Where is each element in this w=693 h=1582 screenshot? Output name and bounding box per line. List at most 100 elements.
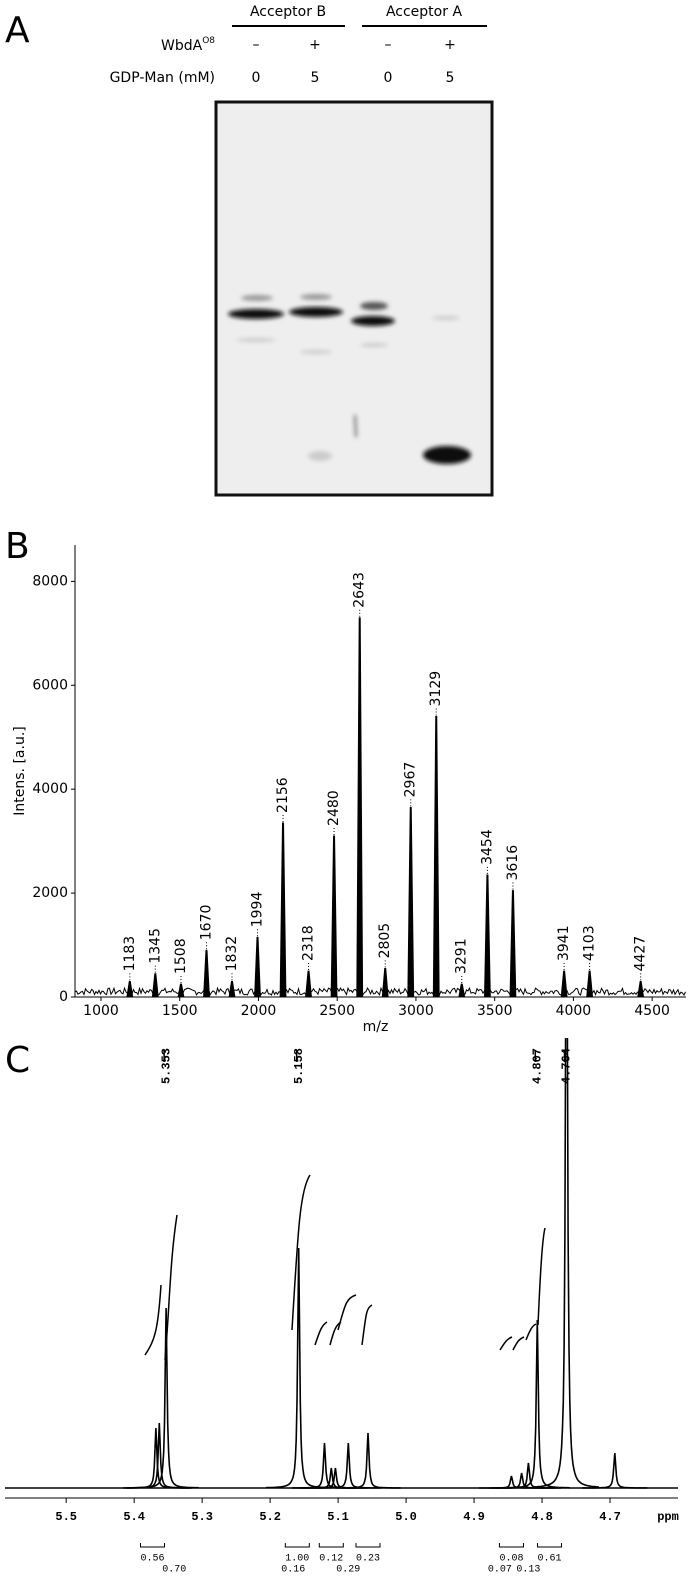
integral-value: 0.70 — [162, 1565, 186, 1576]
y-tick-label: 0 — [59, 989, 68, 1005]
y-tick-label: 6000 — [32, 677, 68, 693]
peak — [533, 1038, 600, 1488]
integral-curves — [144, 1174, 546, 1361]
peak — [637, 981, 645, 998]
x-tick-label: 1500 — [162, 1003, 198, 1019]
peak-label: 2967 — [403, 762, 419, 798]
lane-substrate: 0 — [252, 70, 261, 86]
peak — [586, 970, 594, 998]
y-tick-label: 8000 — [32, 573, 68, 589]
peak-label: 3129 — [428, 671, 444, 707]
integral-value: 0.12 — [319, 1554, 343, 1565]
y-axis-label: Intens. [a.u.] — [12, 726, 28, 815]
spectrum — [5, 1038, 678, 1489]
peak-label: 4427 — [633, 936, 649, 972]
lane-enzyme: – — [253, 37, 260, 53]
integral-bracket — [537, 1543, 563, 1548]
integral-bracket — [318, 1543, 344, 1548]
peak-label: 2480 — [326, 790, 342, 826]
peak — [279, 822, 287, 998]
lane-substrate: 5 — [446, 70, 455, 86]
x-tick-label: 3500 — [477, 1003, 513, 1019]
panel-label: C — [5, 1040, 30, 1081]
peak-label: 1832 — [224, 936, 240, 972]
row-label: GDP-Man (mM) — [110, 70, 215, 86]
peak-label: 2156 — [275, 777, 291, 813]
peak — [126, 981, 134, 998]
group-label: Acceptor A — [386, 4, 462, 20]
peak-label: 3454 — [479, 829, 495, 865]
x-tick-label: 2000 — [241, 1003, 277, 1019]
integral-bracket — [140, 1543, 166, 1548]
peak-label: 1183 — [122, 936, 138, 972]
x-tick-label: 4500 — [634, 1003, 670, 1019]
integral-value: 0.08 — [499, 1554, 523, 1565]
integral-value: 1.00 — [285, 1554, 309, 1565]
lane-enzyme: + — [444, 37, 456, 53]
peak — [228, 981, 236, 998]
row-label: WbdAO8 — [161, 36, 215, 55]
peak-label: 4.764 — [560, 1048, 574, 1084]
peak-label: 3941 — [556, 925, 572, 961]
x-tick-label: 1000 — [83, 1003, 119, 1019]
x-tick-label: 5.3 — [191, 1510, 213, 1524]
bands — [228, 294, 471, 464]
x-tick-label: 4.7 — [599, 1510, 621, 1524]
peak-label: 1994 — [250, 892, 266, 928]
group-label: Acceptor B — [250, 4, 326, 20]
x-tick-label: 5.0 — [395, 1510, 417, 1524]
lane-enzyme: + — [309, 37, 321, 53]
baseline-noise — [74, 986, 686, 997]
peak — [504, 1319, 570, 1489]
x-tick-label: 3000 — [398, 1003, 434, 1019]
peak-label: 1345 — [147, 928, 163, 964]
peak-label: 5.158 — [292, 1048, 306, 1084]
x-tick-label: 4000 — [556, 1003, 592, 1019]
lane-substrate: 0 — [384, 70, 393, 86]
integral-value: 0.61 — [538, 1554, 562, 1565]
peak — [330, 835, 338, 998]
peak — [509, 890, 517, 998]
integral-bracket — [498, 1543, 524, 1548]
x-tick-label: 2500 — [319, 1003, 355, 1019]
x-tick-label: 5.5 — [55, 1510, 77, 1524]
lane-enzyme: – — [385, 37, 392, 53]
peak — [302, 1467, 368, 1489]
peak-label: 2805 — [377, 923, 393, 959]
peak — [254, 936, 261, 998]
integral-value: 0.23 — [356, 1554, 380, 1565]
peak — [133, 1307, 199, 1489]
integral-value: 0.07 — [488, 1565, 512, 1576]
peak-label: 2318 — [301, 925, 317, 961]
peak — [407, 806, 415, 998]
peak — [458, 983, 466, 998]
peak — [265, 1247, 332, 1489]
y-tick-label: 4000 — [32, 781, 68, 797]
peak — [305, 970, 312, 998]
integral-value: 0.13 — [516, 1565, 540, 1576]
x-axis-label: ppm — [657, 1510, 679, 1524]
integral-value: 0.16 — [281, 1565, 305, 1576]
integral-value: 0.29 — [336, 1565, 360, 1576]
peak-label: 3616 — [505, 845, 521, 881]
peak — [582, 1452, 648, 1489]
peak — [151, 973, 159, 998]
peak — [381, 968, 389, 998]
peak-label: 3291 — [454, 938, 470, 974]
peak — [177, 983, 185, 998]
peak-label: 2643 — [352, 572, 368, 608]
lane-substrate: 5 — [311, 70, 320, 86]
x-axis-label: m/z — [363, 1019, 389, 1035]
peak — [356, 617, 364, 998]
x-tick-label: 4.8 — [531, 1510, 553, 1524]
panel-label: B — [5, 526, 30, 567]
x-tick-label: 5.1 — [327, 1510, 349, 1524]
integral-value: 0.56 — [141, 1554, 165, 1565]
peak — [432, 716, 440, 998]
x-tick-label: 5.4 — [123, 1510, 145, 1524]
peak-label: 4.807 — [530, 1048, 544, 1084]
peak-label: 5.353 — [159, 1048, 173, 1084]
x-tick-label: 4.9 — [463, 1510, 485, 1524]
peak — [560, 970, 568, 998]
